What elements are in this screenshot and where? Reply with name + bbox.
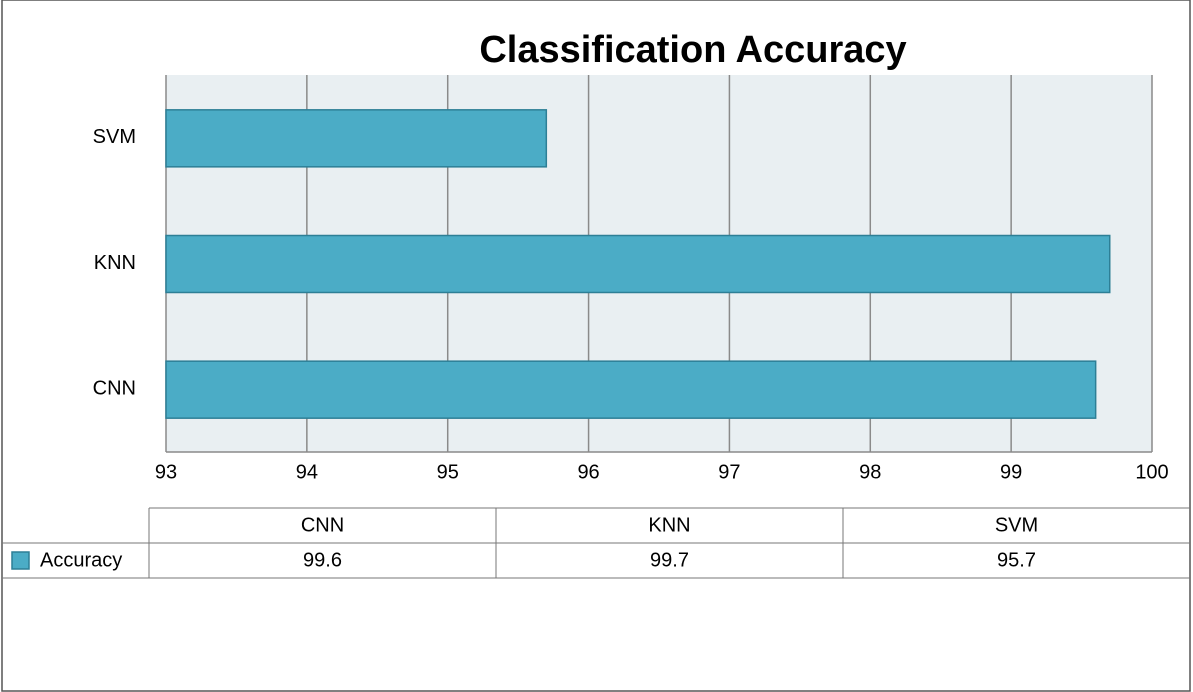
data-table (2, 507, 1190, 579)
y-tick-label: CNN (93, 377, 136, 399)
bar (165, 109, 548, 168)
table-header: KNN (648, 514, 690, 536)
legend-label: Accuracy (40, 549, 122, 571)
table-header: SVM (995, 514, 1038, 536)
y-tick-label: KNN (94, 252, 136, 274)
x-tick-label: 99 (1000, 461, 1022, 483)
y-tick-label: SVM (93, 126, 136, 148)
chart-title: Classification Accuracy (479, 29, 906, 71)
x-tick-label: 93 (155, 461, 177, 483)
bar (165, 360, 1097, 419)
x-tick-label: 98 (859, 461, 881, 483)
x-tick-label: 94 (296, 461, 318, 483)
x-tick-label: 96 (577, 461, 599, 483)
x-tick-label: 100 (1135, 461, 1168, 483)
table-value: 99.6 (303, 549, 342, 571)
table-value: 95.7 (997, 549, 1036, 571)
x-tick-label: 97 (718, 461, 740, 483)
table-value: 99.7 (650, 549, 689, 571)
x-tick-label: 95 (437, 461, 459, 483)
bar (165, 234, 1111, 294)
table-header: CNN (301, 514, 344, 536)
legend-key (11, 551, 30, 570)
